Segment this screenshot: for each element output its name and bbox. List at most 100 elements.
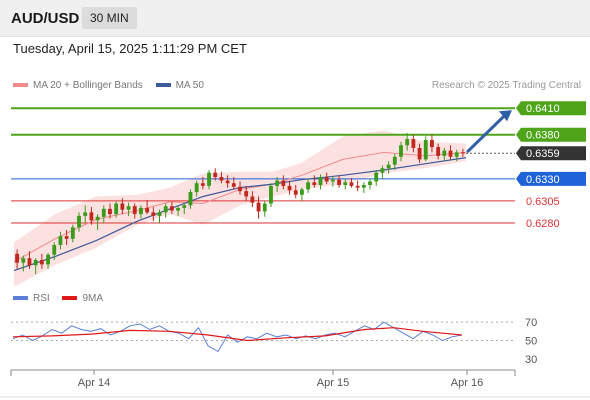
main-legend: MA 20 + Bollinger Bands MA 50 <box>13 80 204 91</box>
candle-body <box>392 156 397 165</box>
rsi-tick-label: 70 <box>525 317 537 329</box>
ma50-swatch <box>155 83 171 88</box>
rsi-tick-label: 50 <box>525 336 537 348</box>
timeframe-button[interactable]: 30 MIN <box>82 7 137 29</box>
candle-body <box>101 208 106 217</box>
price-tag-box <box>516 171 586 186</box>
datetime-label: Tuesday, April 15, 2025 1:11:29 PM CET <box>13 41 247 56</box>
price-tag-label: 0.6410 <box>526 103 560 115</box>
ma20-legend-label: MA 20 + Bollinger Bands <box>33 80 143 91</box>
candle-body <box>213 172 218 178</box>
candle-body <box>454 152 459 157</box>
rsi-swatch <box>13 296 28 301</box>
candle-body <box>169 206 174 211</box>
candle-body <box>405 139 410 146</box>
candle-body <box>299 189 304 195</box>
candle-body <box>312 182 317 185</box>
price-tag-label: 0.6330 <box>526 174 560 186</box>
candle-body <box>386 164 391 169</box>
candle-body <box>361 185 366 188</box>
candle-body <box>120 203 125 210</box>
x-tick-label: Apr 14 <box>78 377 110 389</box>
candle-body <box>219 177 224 181</box>
candle-body <box>275 180 280 186</box>
candle-body <box>244 191 249 197</box>
candle-body <box>194 183 199 193</box>
ma20-swatch <box>13 83 28 88</box>
symbol-title: AUD/USD <box>11 10 80 27</box>
candle-body <box>423 140 428 160</box>
candle-body <box>324 177 329 182</box>
candle-body <box>89 212 94 221</box>
candle-body <box>39 260 44 265</box>
candle-body <box>337 179 341 185</box>
candle-body <box>139 207 143 215</box>
candle-body <box>70 227 75 239</box>
candle-body <box>269 185 273 204</box>
candle-body <box>430 140 434 148</box>
forecast-arrow <box>466 110 512 153</box>
candle-body <box>52 245 57 255</box>
candle-body <box>238 186 242 192</box>
rsi-tick-label: 30 <box>525 354 537 366</box>
candle-body <box>163 206 168 213</box>
candle-body <box>58 236 63 245</box>
level-lines <box>11 107 515 224</box>
chart-header: AUD/USD 30 MIN <box>0 0 590 37</box>
rsi-ma-line <box>12 327 463 342</box>
candle-body <box>188 192 193 206</box>
bollinger-bands <box>14 130 466 287</box>
x-tick-label: Apr 15 <box>317 377 349 389</box>
candle-body <box>77 215 81 228</box>
candle-body <box>176 207 181 211</box>
candle-body <box>46 254 50 265</box>
candle-body <box>126 206 131 210</box>
candle-body <box>287 185 292 191</box>
forecast-arrow-head <box>499 110 512 122</box>
rsi-panel: 70 50 30 <box>11 317 537 366</box>
rsi-legend: RSI 9MA <box>13 293 103 304</box>
candle-body <box>442 150 447 156</box>
price-tags: 0.6410 0.6380 0.6359 0.6330 0.6305 0.6280 <box>516 101 586 230</box>
price-tag-label: 0.6305 <box>526 196 560 208</box>
x-axis: Apr 14 Apr 15 Apr 16 <box>0 369 590 398</box>
candle-body <box>330 179 335 182</box>
candle-body <box>343 182 348 185</box>
credit-text: Research © 2025 Trading Central <box>431 80 581 91</box>
bollinger-band-area <box>14 130 466 287</box>
candle-body <box>399 145 403 157</box>
candle-body <box>231 183 236 187</box>
candle-body <box>318 177 323 185</box>
candle-body <box>436 147 441 156</box>
price-tag-box <box>516 101 586 116</box>
candle-body <box>417 147 422 160</box>
candle-body <box>293 190 298 195</box>
candle-body <box>108 208 112 215</box>
price-tag-label: 0.6359 <box>526 148 560 160</box>
candle-body <box>262 203 267 212</box>
candle-body <box>349 182 354 186</box>
candle-body <box>157 212 162 216</box>
candle-body <box>145 207 150 213</box>
rsi-legend-label: RSI <box>33 293 50 304</box>
candle-body <box>27 258 32 266</box>
candle-body <box>448 150 453 157</box>
rsi-ma-swatch <box>62 296 78 301</box>
candlesticks <box>15 132 465 275</box>
ma50-legend-label: MA 50 <box>175 80 204 91</box>
forecast-arrow-shaft <box>466 112 508 153</box>
candle-body <box>95 216 100 221</box>
candle-body <box>374 172 379 182</box>
candle-body <box>182 205 187 208</box>
candle-body <box>132 206 137 215</box>
candle-body <box>380 168 385 173</box>
candle-body <box>83 212 88 216</box>
price-tag-label: 0.6380 <box>526 130 560 142</box>
candle-body <box>15 253 20 263</box>
candle-body <box>207 172 211 186</box>
candle-body <box>411 139 416 148</box>
candle-body <box>256 202 261 212</box>
candle-body <box>355 185 360 188</box>
candle-body <box>64 236 69 239</box>
